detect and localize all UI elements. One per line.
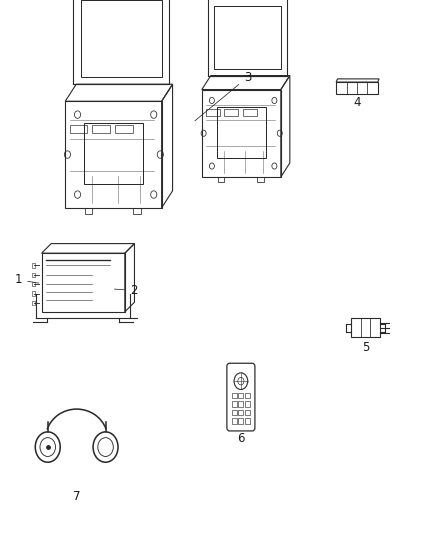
- Bar: [32, 301, 35, 305]
- Bar: [32, 273, 35, 277]
- Bar: [351, 319, 380, 337]
- Bar: [245, 418, 250, 424]
- Bar: [218, 177, 224, 182]
- Bar: [85, 208, 92, 214]
- Bar: [232, 401, 237, 407]
- Bar: [32, 263, 35, 268]
- Bar: [217, 107, 266, 158]
- Bar: [81, 0, 162, 77]
- Text: 1: 1: [14, 273, 39, 286]
- Bar: [32, 282, 35, 286]
- Bar: [239, 393, 243, 399]
- Bar: [239, 418, 243, 424]
- Bar: [232, 418, 237, 424]
- Text: 6: 6: [237, 432, 245, 445]
- Bar: [84, 123, 143, 184]
- Bar: [42, 253, 125, 312]
- Bar: [243, 109, 257, 116]
- Bar: [245, 410, 250, 415]
- Bar: [245, 393, 250, 399]
- Bar: [224, 109, 238, 116]
- Text: 2: 2: [114, 284, 138, 297]
- Bar: [245, 401, 250, 407]
- Bar: [215, 6, 281, 69]
- Bar: [32, 292, 35, 296]
- Text: 3: 3: [195, 71, 251, 121]
- Bar: [115, 125, 133, 133]
- Bar: [257, 177, 264, 182]
- Bar: [206, 109, 220, 116]
- Bar: [92, 125, 110, 133]
- Text: 5: 5: [362, 341, 369, 354]
- Bar: [239, 401, 243, 407]
- Bar: [232, 393, 237, 399]
- Text: 7: 7: [73, 490, 81, 503]
- Bar: [133, 208, 141, 214]
- Bar: [336, 82, 378, 94]
- Bar: [70, 125, 88, 133]
- Bar: [232, 410, 237, 415]
- Bar: [239, 410, 243, 415]
- Text: 4: 4: [353, 96, 361, 109]
